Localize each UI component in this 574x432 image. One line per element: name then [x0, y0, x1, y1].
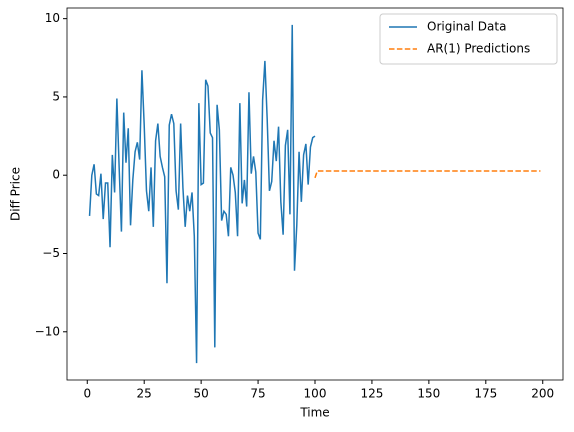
- y-tick-label: −10: [35, 324, 60, 338]
- x-tick-label: 200: [531, 387, 554, 401]
- axes-frame: [66, 7, 564, 381]
- x-tick-label: 125: [360, 387, 383, 401]
- x-tick-label: 0: [83, 387, 91, 401]
- x-tick-label: 175: [474, 387, 497, 401]
- line: [314, 170, 541, 179]
- y-tick-label: 0: [52, 168, 60, 182]
- y-tick-label: 10: [45, 11, 60, 25]
- x-tick-label: 150: [417, 387, 440, 401]
- y-axis-label: Diff Price: [9, 167, 23, 221]
- x-tick-label: 100: [304, 387, 327, 401]
- x-tick-label: 75: [250, 387, 265, 401]
- line: [88, 24, 316, 364]
- y-tick-label: −5: [42, 246, 60, 260]
- x-tick-label: 25: [137, 387, 152, 401]
- legend-label: Original Data: [427, 20, 506, 34]
- legend-box: [379, 13, 558, 65]
- x-tick-label: 50: [193, 387, 208, 401]
- x-axis-label: Time: [299, 406, 329, 420]
- legend-label: AR(1) Predictions: [427, 42, 530, 56]
- y-tick-label: 5: [52, 89, 60, 103]
